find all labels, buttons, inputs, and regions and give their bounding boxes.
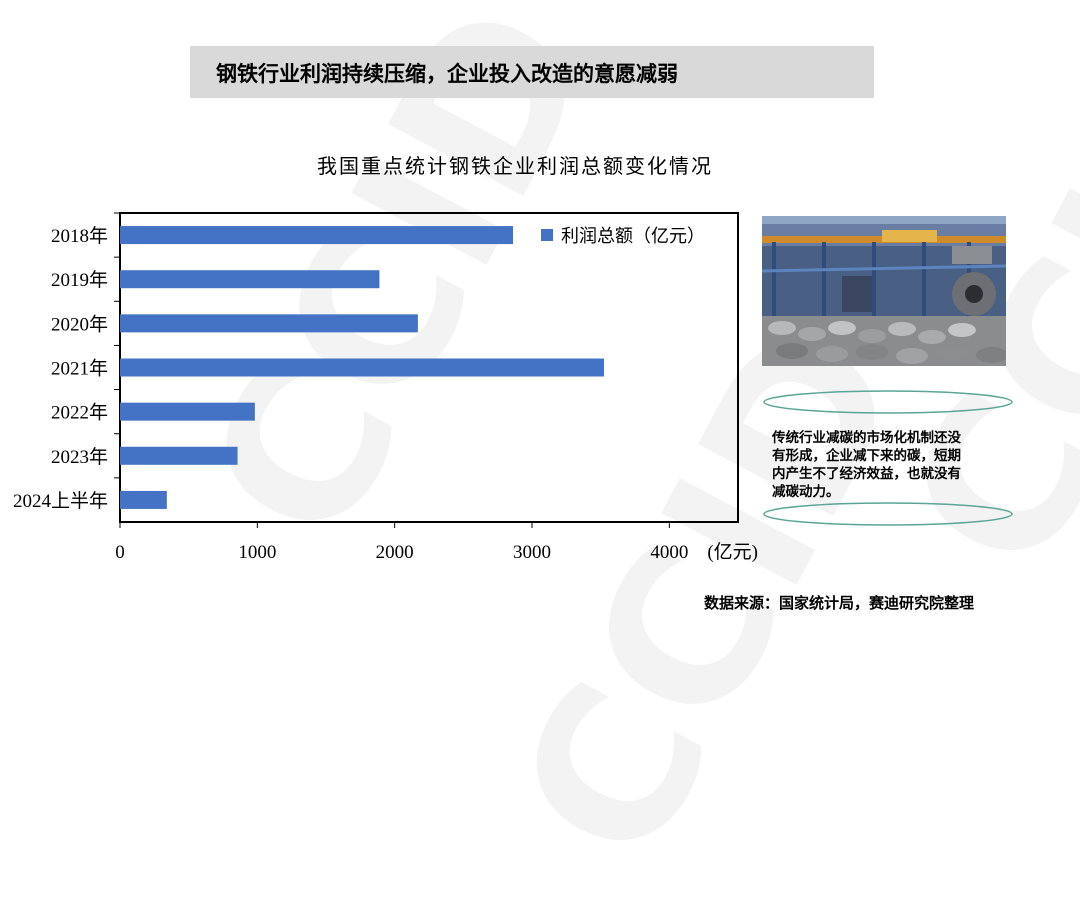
bar [120,358,604,377]
y-tick-label: 2020年 [51,313,108,335]
callout-line: 传统行业减碳的市场化机制还没 [772,430,961,446]
y-tick-label: 2018年 [51,225,108,247]
callout-line: 有形成，企业减下来的碳，短期 [772,448,961,464]
x-tick-label: 0 [115,542,125,563]
bar-chart: 2018年 2019年 2020年 2021年 2022年 2023年 2024上半年 0 10… [13,212,758,563]
headline-title: 钢铁行业利润持续压缩，企业投入改造的意愿减弱 [216,62,678,86]
x-tick-label: 4000 [650,542,688,563]
bar [120,314,418,333]
chart-title: 我国重点统计钢铁企业利润总额变化情况 [317,154,713,178]
y-tick-label: 2022年 [51,402,108,424]
x-tick-label: 1000 [238,542,276,563]
y-tick-label: 2021年 [51,358,108,380]
bar [120,490,167,509]
y-tick-label: 2019年 [51,269,108,291]
headline-banner: 钢铁行业利润持续压缩，企业投入改造的意愿减弱 [190,46,874,98]
legend-label: 利润总额（亿元） [561,226,705,247]
callout-bottom-ornament [763,502,1013,526]
legend-swatch [541,229,553,241]
callout-top-ornament [763,390,1013,414]
callout-text: 传统行业减碳的市场化机制还没 有形成，企业减下来的碳，短期 内产生不了经济效益，… [772,429,1010,501]
bar [120,446,238,465]
steel-mill-photo-icon [762,216,1006,366]
x-tick-label: 2000 [376,542,414,563]
data-source: 数据来源：国家统计局，赛迪研究院整理 [704,594,975,612]
x-tick-label: 3000 [513,542,551,563]
x-axis-unit: (亿元) [707,541,758,563]
bar [120,402,255,421]
bar [120,270,380,289]
bar [120,226,514,245]
callout-line: 减碳动力。 [772,484,840,500]
y-tick-label: 2024上半年 [13,490,108,512]
callout-line: 内产生不了经济效益，也就没有 [772,466,961,482]
y-tick-label: 2023年 [51,446,108,468]
